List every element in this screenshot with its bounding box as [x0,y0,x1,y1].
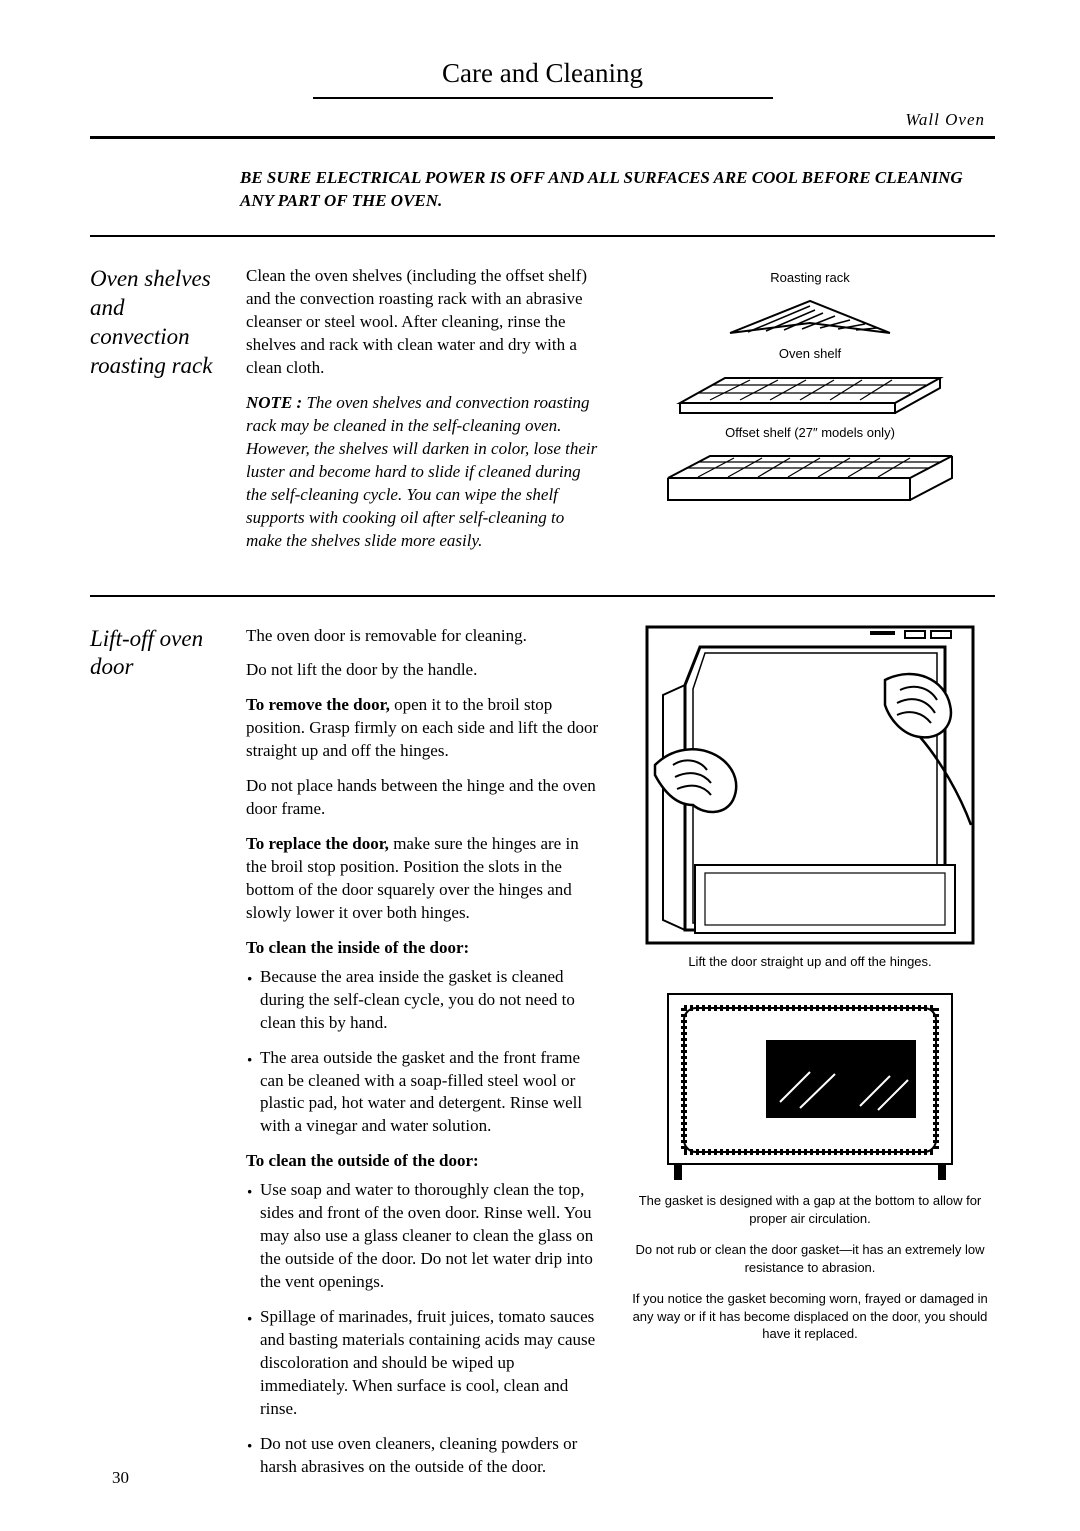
list-item: Use soap and water to thoroughly clean t… [246,1179,601,1294]
heading-outside: To clean the outside of the door: [246,1150,601,1173]
door-p3: To remove the door, open it to the broil… [246,694,601,763]
note-body: The oven shelves and convection roasting… [246,393,597,550]
caption-gasket-3: If you notice the gasket becoming worn, … [625,1290,995,1343]
offset-shelf-icon [660,448,960,512]
door-gasket-illustration-icon [650,984,970,1184]
rule-mid [90,595,995,597]
page-header: Care and Cleaning [90,55,995,99]
side-heading-door: Lift-off oven door [90,625,222,683]
section-lift-off-door: Lift-off oven door The oven door is remo… [90,625,995,1491]
caption-oven-shelf: Oven shelf [625,345,995,363]
rule-top [90,136,995,139]
list-item: The area outside the gasket and the fron… [246,1047,601,1139]
figure-door: Lift the door straight up and off the hi… [625,625,995,1343]
body-col-shelves: Clean the oven shelves (including the of… [246,265,601,564]
door-p1: The oven door is removable for cleaning. [246,625,601,648]
note-label: NOTE : [246,393,302,412]
rule-after-warning [90,235,995,237]
door-p4: Do not place hands between the hinge and… [246,775,601,821]
heading-inside: To clean the inside of the door: [246,937,601,960]
door-p2: Do not lift the door by the handle. [246,659,601,682]
door-p5: To replace the door, make sure the hinge… [246,833,601,925]
list-outside: Use soap and water to thoroughly clean t… [246,1179,601,1478]
side-heading-shelves: Oven shelves and convection roasting rac… [90,265,222,380]
replace-label: To replace the door, [246,834,389,853]
roasting-rack-icon [715,293,905,341]
page-title: Care and Cleaning [313,55,773,99]
shelves-note: NOTE : The oven shelves and convection r… [246,392,601,553]
section-oven-shelves: Oven shelves and convection roasting rac… [90,265,995,564]
body-col-door: The oven door is removable for cleaning.… [246,625,601,1491]
shelves-p1: Clean the oven shelves (including the of… [246,265,601,380]
caption-roasting-rack: Roasting rack [625,269,995,287]
remove-label: To remove the door, [246,695,390,714]
caption-offset-shelf: Offset shelf (27″ models only) [625,424,995,442]
oven-shelf-icon [670,368,950,420]
list-item: Do not use oven cleaners, cleaning powde… [246,1433,601,1479]
page-number: 30 [112,1467,129,1490]
safety-warning: BE SURE ELECTRICAL POWER IS OFF AND ALL … [240,167,985,213]
list-inside: Because the area inside the gasket is cl… [246,966,601,1139]
caption-gasket-1: The gasket is designed with a gap at the… [625,1192,995,1227]
door-lift-illustration-icon [645,625,975,945]
caption-lift: Lift the door straight up and off the hi… [625,953,995,971]
caption-gasket-2: Do not rub or clean the door gasket—it h… [625,1241,995,1276]
list-item: Because the area inside the gasket is cl… [246,966,601,1035]
product-name: Wall Oven [90,109,995,132]
list-item: Spillage of marinades, fruit juices, tom… [246,1306,601,1421]
figure-racks: Roasting rack Oven shelf Offset shelf (2… [625,265,995,512]
